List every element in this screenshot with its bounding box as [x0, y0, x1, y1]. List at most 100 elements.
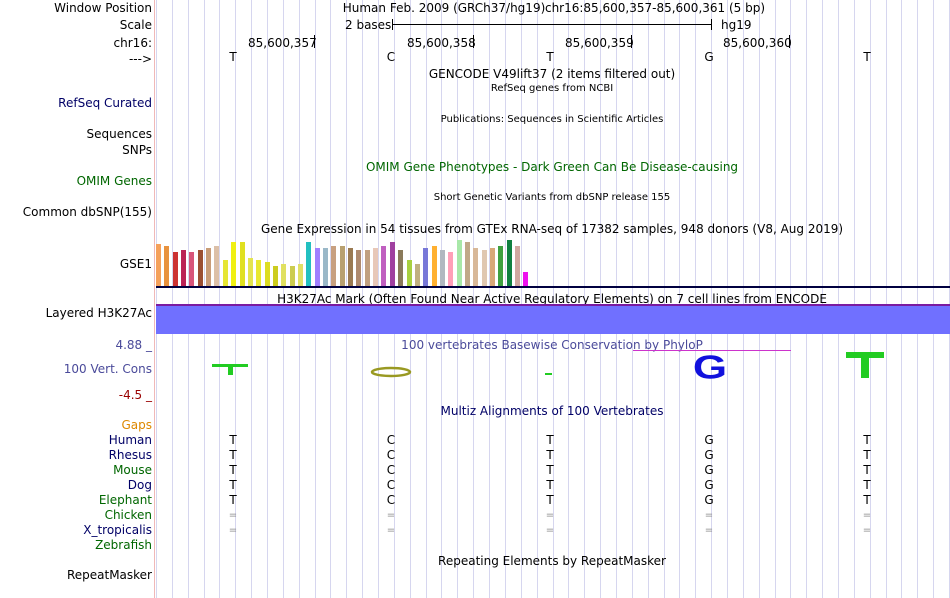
species-label[interactable]: Elephant [98, 493, 152, 507]
gtex-tissue-bar[interactable] [290, 266, 295, 286]
gtex-tissue-bar[interactable] [248, 258, 253, 286]
repeatmasker-track-title[interactable]: Repeating Elements by RepeatMasker [438, 554, 666, 568]
alignment-base: T [546, 478, 554, 492]
h3k27ac-signal[interactable] [156, 306, 950, 334]
snps-track-label[interactable]: SNPs [122, 143, 152, 157]
species-label[interactable]: Dog [127, 478, 152, 492]
species-label[interactable]: Chicken [104, 508, 152, 522]
gtex-tissue-bar[interactable] [390, 242, 395, 286]
gtex-track-label[interactable]: GSE1 [119, 257, 152, 271]
publications-track-title[interactable]: Publications: Sequences in Scientific Ar… [440, 114, 664, 125]
gtex-tissue-bar[interactable] [448, 252, 453, 286]
guide-line [394, 0, 395, 598]
gtex-tissue-bar[interactable] [198, 250, 203, 286]
gtex-tissue-bar[interactable] [507, 240, 512, 286]
guide-line [901, 0, 902, 598]
repeatmasker-track-label[interactable]: RepeatMasker [66, 568, 152, 582]
species-label[interactable]: X_tropicalis [83, 523, 152, 537]
h3k27ac-track-title[interactable]: H3K27Ac Mark (Often Found Near Active Re… [277, 292, 827, 306]
gtex-tissue-bar[interactable] [240, 242, 245, 286]
gtex-tissue-bar[interactable] [515, 246, 520, 286]
gtex-tissue-bar[interactable] [348, 248, 353, 286]
gtex-tissue-bar[interactable] [407, 260, 412, 286]
gtex-tissue-bar[interactable] [398, 250, 403, 286]
gtex-tissue-bar[interactable] [173, 252, 178, 286]
alignment-base: C [386, 448, 396, 462]
gtex-tissue-bar[interactable] [256, 260, 261, 286]
dbsnp-track-label[interactable]: Common dbSNP(155) [22, 205, 152, 219]
gtex-tissue-bar[interactable] [315, 248, 320, 286]
gtex-tissue-bar[interactable] [331, 246, 336, 286]
strand-label: ---> [128, 52, 152, 66]
gtex-tissue-bar[interactable] [423, 248, 428, 286]
gtex-tissue-bar[interactable] [523, 272, 528, 286]
species-label[interactable]: Zebrafish [95, 538, 152, 552]
gtex-tissue-bar[interactable] [323, 248, 328, 286]
species-label[interactable]: Human [108, 433, 152, 447]
gencode-track-title[interactable]: GENCODE V49lift37 (2 items filtered out) [428, 67, 676, 81]
gtex-tissue-bar[interactable] [381, 246, 386, 286]
gtex-track-title[interactable]: Gene Expression in 54 tissues from GTEx … [260, 222, 844, 236]
h3k27ac-track-label[interactable]: Layered H3K27Ac [45, 306, 152, 320]
gtex-tissue-bar[interactable] [189, 252, 194, 286]
multiz-track-title[interactable]: Multiz Alignments of 100 Vertebrates [440, 404, 664, 418]
gtex-tissue-bar[interactable] [365, 250, 370, 286]
gtex-tissue-bar[interactable] [498, 246, 503, 286]
dbsnp-track-title[interactable]: Short Genetic Variants from dbSNP releas… [433, 192, 671, 203]
species-label[interactable]: Rhesus [108, 448, 152, 462]
gtex-tissue-bar[interactable] [181, 250, 186, 286]
gtex-tissue-bar[interactable] [156, 244, 161, 286]
refseq-track-title[interactable]: RefSeq genes from NCBI [490, 83, 614, 94]
guide-line [235, 0, 236, 598]
gtex-tissue-bar[interactable] [223, 260, 228, 286]
gtex-tissue-bar[interactable] [490, 248, 495, 286]
gtex-tissue-bar[interactable] [440, 250, 445, 286]
species-label[interactable]: Mouse [113, 463, 152, 477]
guide-line [521, 0, 522, 598]
omim-track-label[interactable]: OMIM Genes [76, 174, 152, 188]
phylop-letter-c [370, 366, 412, 378]
scale-bar-right-cap [711, 19, 712, 30]
alignment-base: = [704, 510, 714, 521]
alignment-base: T [229, 478, 237, 492]
gtex-tissue-bar[interactable] [482, 250, 487, 286]
sequences-track-label[interactable]: Sequences [86, 127, 152, 141]
refseq-track-label[interactable]: RefSeq Curated [58, 96, 152, 110]
alignment-base: G [704, 493, 714, 507]
gtex-tissue-bar[interactable] [465, 242, 470, 286]
phylop-track-label[interactable]: 100 Vert. Cons [63, 362, 152, 376]
gtex-tissue-bar[interactable] [373, 248, 378, 286]
guide-line [172, 0, 173, 598]
guide-line [600, 0, 601, 598]
phylop-track-title[interactable]: 100 vertebrates Basewise Conservation by… [401, 338, 703, 352]
guide-line [378, 0, 379, 598]
gtex-tissue-bar[interactable] [273, 266, 278, 286]
gtex-tissue-bar[interactable] [281, 264, 286, 286]
guide-line [886, 0, 887, 598]
alignment-base: T [863, 433, 871, 447]
gtex-tissue-bar[interactable] [231, 242, 236, 286]
gtex-tissue-bar[interactable] [206, 248, 211, 286]
gtex-tissue-bar[interactable] [415, 264, 420, 286]
gtex-tissue-bar[interactable] [356, 250, 361, 286]
gtex-tissue-bar[interactable] [473, 248, 478, 286]
gtex-tissue-bar[interactable] [306, 242, 311, 286]
gtex-tissue-bar[interactable] [340, 246, 345, 286]
scale-bar-left-cap [392, 19, 393, 30]
gaps-track-label[interactable]: Gaps [121, 418, 152, 432]
gtex-tissue-bar[interactable] [298, 264, 303, 286]
gtex-tissue-bar[interactable] [164, 246, 169, 286]
gtex-tissue-bar[interactable] [265, 262, 270, 286]
gtex-tissue-bar[interactable] [457, 240, 462, 286]
gtex-tissue-bar[interactable] [432, 246, 437, 286]
alignment-base: T [546, 448, 554, 462]
phylop-highlight-line [633, 350, 791, 351]
gtex-tissue-bar[interactable] [214, 246, 219, 286]
coord-label: 85,600,360 [723, 36, 792, 50]
db-name: hg19 [721, 18, 752, 32]
gtex-bar-chart[interactable] [156, 236, 536, 286]
guide-line [251, 0, 252, 598]
omim-track-title[interactable]: OMIM Gene Phenotypes - Dark Green Can Be… [365, 160, 739, 174]
guide-line [743, 0, 744, 598]
alignment-base: T [863, 493, 871, 507]
